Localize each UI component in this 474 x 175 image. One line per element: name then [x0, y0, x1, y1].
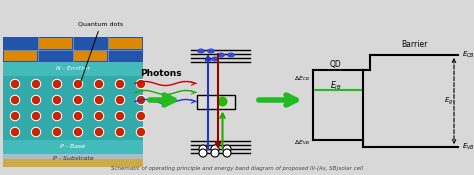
Text: $E_g$: $E_g$ [444, 95, 453, 107]
Bar [3, 37, 143, 62]
Circle shape [54, 128, 61, 135]
Circle shape [95, 96, 102, 103]
Bar [3, 159, 143, 167]
Circle shape [54, 113, 61, 120]
Circle shape [53, 128, 62, 136]
Bar [3, 140, 143, 154]
Circle shape [53, 79, 62, 89]
Bar [197, 94, 235, 108]
Circle shape [74, 113, 82, 120]
Circle shape [33, 128, 39, 135]
Circle shape [137, 96, 146, 104]
Text: N - Emitter: N - Emitter [56, 66, 90, 72]
Circle shape [199, 149, 207, 157]
Circle shape [11, 96, 18, 103]
Circle shape [94, 96, 103, 104]
Text: P - Substrate: P - Substrate [53, 156, 93, 161]
Bar [3, 37, 143, 167]
Text: $E_{IB}$: $E_{IB}$ [330, 79, 342, 92]
Circle shape [223, 145, 231, 153]
Circle shape [94, 111, 103, 121]
Circle shape [211, 145, 219, 153]
Circle shape [74, 96, 82, 103]
Circle shape [11, 113, 18, 120]
Text: $E_{VB}$: $E_{VB}$ [462, 142, 474, 152]
Circle shape [73, 79, 82, 89]
Bar [3, 92, 143, 108]
Circle shape [94, 79, 103, 89]
Bar [4, 51, 37, 61]
Circle shape [137, 128, 145, 135]
Bar [3, 108, 143, 124]
Circle shape [11, 80, 18, 88]
Text: Quantum dots: Quantum dots [78, 21, 124, 81]
Circle shape [10, 96, 19, 104]
Circle shape [31, 96, 40, 104]
Circle shape [74, 128, 82, 135]
Text: $E_{CB}$: $E_{CB}$ [462, 50, 474, 60]
Circle shape [218, 96, 228, 107]
Circle shape [33, 96, 39, 103]
Circle shape [73, 96, 82, 104]
Circle shape [10, 128, 19, 136]
Bar [3, 62, 143, 76]
Ellipse shape [197, 48, 205, 54]
Text: P - Base: P - Base [60, 145, 86, 149]
Circle shape [199, 145, 207, 153]
Circle shape [73, 111, 82, 121]
Text: Barrier: Barrier [401, 40, 427, 49]
Text: $\Delta E_{VB}$: $\Delta E_{VB}$ [294, 138, 310, 147]
Circle shape [137, 128, 146, 136]
Ellipse shape [211, 57, 219, 61]
Circle shape [53, 111, 62, 121]
Circle shape [31, 111, 40, 121]
Bar [39, 38, 72, 48]
Circle shape [10, 79, 19, 89]
Bar [109, 38, 142, 48]
Circle shape [137, 111, 146, 121]
Circle shape [31, 128, 40, 136]
Ellipse shape [217, 52, 225, 58]
Text: QD: QD [330, 60, 342, 69]
Circle shape [10, 111, 19, 121]
Circle shape [54, 96, 61, 103]
Circle shape [137, 113, 145, 120]
Text: Schematic of operating principle and energy band diagram of proposed III-(As, SB: Schematic of operating principle and ene… [111, 166, 363, 171]
Circle shape [223, 149, 231, 157]
Circle shape [137, 96, 145, 103]
Ellipse shape [227, 52, 235, 58]
Circle shape [117, 113, 124, 120]
Circle shape [95, 80, 102, 88]
Circle shape [74, 80, 82, 88]
Circle shape [116, 79, 125, 89]
Circle shape [53, 96, 62, 104]
Circle shape [137, 79, 146, 89]
Circle shape [31, 79, 40, 89]
Circle shape [73, 128, 82, 136]
Circle shape [137, 80, 145, 88]
Bar [3, 76, 143, 92]
Circle shape [33, 113, 39, 120]
Bar [3, 124, 143, 140]
Circle shape [95, 128, 102, 135]
Ellipse shape [207, 48, 215, 54]
Text: $\Delta E_{CB}$: $\Delta E_{CB}$ [294, 75, 310, 83]
Circle shape [116, 96, 125, 104]
Bar [3, 154, 143, 159]
Circle shape [211, 149, 219, 157]
Circle shape [117, 96, 124, 103]
Circle shape [117, 128, 124, 135]
Circle shape [116, 111, 125, 121]
Text: Photons: Photons [140, 69, 182, 79]
Circle shape [54, 80, 61, 88]
Circle shape [95, 113, 102, 120]
Bar [74, 51, 107, 61]
Circle shape [117, 80, 124, 88]
Circle shape [33, 80, 39, 88]
Circle shape [116, 128, 125, 136]
Circle shape [11, 128, 18, 135]
Circle shape [94, 128, 103, 136]
